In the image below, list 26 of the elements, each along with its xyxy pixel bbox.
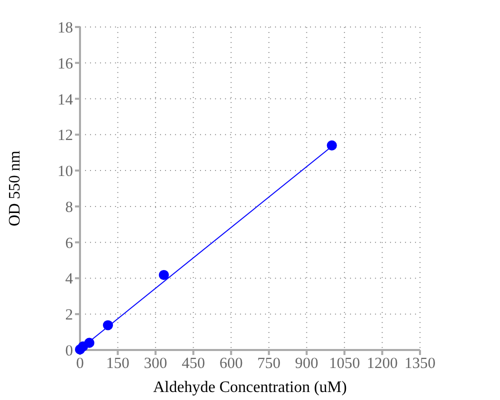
x-tick-label: 300 [144, 355, 168, 372]
y-axis-title: OD 550 nm [6, 150, 24, 226]
y-tick-label: 4 [65, 270, 74, 288]
x-tick-label: 750 [257, 355, 281, 372]
x-tick-label: 1200 [366, 355, 398, 372]
x-tick-label: 1050 [328, 355, 360, 372]
y-tick-label: 18 [58, 20, 74, 36]
x-tick-label: 1350 [404, 355, 436, 372]
y-tick-label: 10 [58, 163, 74, 180]
y-tick-label: 14 [58, 91, 74, 108]
y-tick-label: 6 [65, 234, 74, 252]
point [84, 338, 94, 348]
x-tick-label: 0 [76, 355, 84, 372]
y-tick-label: 12 [58, 127, 73, 144]
point [326, 140, 337, 150]
y-tick-label: 8 [65, 198, 74, 216]
point [102, 320, 113, 330]
y-tick-label: 16 [58, 55, 74, 72]
x-axis-title: Aldehyde Concentration (uM) [153, 379, 347, 396]
y-tick-label: 0 [65, 342, 74, 360]
y-tick-label: 2 [65, 306, 73, 324]
x-tick-label: 450 [182, 355, 206, 372]
point [158, 270, 169, 280]
x-tick-label: 150 [106, 355, 130, 372]
x-tick-label: 900 [295, 355, 319, 372]
x-tick-label: 600 [219, 355, 243, 372]
